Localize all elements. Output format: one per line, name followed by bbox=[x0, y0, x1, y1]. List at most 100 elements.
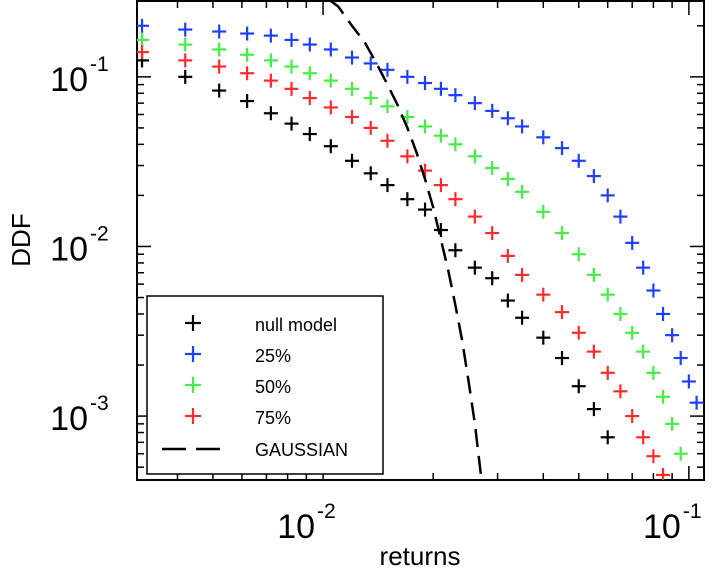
data-point bbox=[345, 50, 360, 65]
data-point bbox=[323, 139, 338, 154]
data-point bbox=[263, 53, 278, 68]
data-point bbox=[178, 69, 193, 84]
legend-label-gaussian: GAUSSIAN bbox=[255, 440, 348, 460]
x-axis-label: returns bbox=[380, 541, 461, 571]
data-point bbox=[656, 306, 671, 321]
data-point bbox=[137, 18, 150, 33]
data-point bbox=[240, 26, 255, 41]
data-point bbox=[625, 409, 640, 424]
data-point bbox=[363, 166, 378, 181]
data-point bbox=[137, 32, 150, 47]
data-point bbox=[284, 116, 299, 131]
data-point bbox=[284, 32, 299, 47]
data-point bbox=[302, 66, 317, 81]
data-point bbox=[600, 430, 615, 445]
legend-markers bbox=[162, 315, 228, 451]
data-point bbox=[433, 128, 448, 143]
data-point bbox=[178, 53, 193, 68]
data-point bbox=[485, 103, 500, 118]
data-point bbox=[600, 188, 615, 203]
data-point bbox=[586, 402, 601, 417]
data-point bbox=[418, 75, 433, 90]
data-point bbox=[302, 91, 317, 106]
plot-frame bbox=[136, 0, 705, 481]
data-point bbox=[515, 184, 530, 199]
data-point bbox=[380, 178, 395, 193]
y-tick-label-exponent: -1 bbox=[90, 53, 109, 76]
data-point bbox=[345, 109, 360, 124]
data-point bbox=[600, 365, 615, 380]
data-point bbox=[571, 247, 586, 262]
data-point bbox=[536, 204, 551, 219]
data-point bbox=[673, 446, 688, 461]
data-point bbox=[467, 260, 482, 275]
data-point bbox=[646, 449, 661, 464]
data-point bbox=[571, 325, 586, 340]
data-point bbox=[448, 137, 463, 152]
data-point bbox=[467, 96, 482, 111]
data-point bbox=[284, 59, 299, 74]
data-point bbox=[240, 94, 255, 109]
data-point bbox=[555, 305, 570, 320]
data-point bbox=[656, 467, 671, 480]
series-2 bbox=[137, 32, 688, 461]
data-point bbox=[418, 119, 433, 134]
data-point bbox=[656, 389, 671, 404]
x-tick-label-base: 10 bbox=[277, 508, 315, 546]
legend-marker bbox=[185, 315, 201, 331]
data-point bbox=[380, 133, 395, 148]
data-point bbox=[418, 202, 433, 217]
data-point bbox=[433, 178, 448, 193]
data-point bbox=[240, 47, 255, 62]
data-point bbox=[433, 81, 448, 96]
data-point bbox=[555, 141, 570, 156]
data-point bbox=[212, 42, 227, 57]
data-point bbox=[345, 153, 360, 168]
data-point bbox=[536, 130, 551, 145]
data-point bbox=[500, 293, 515, 308]
data-point bbox=[673, 351, 688, 366]
y-tick-label-base: 10 bbox=[50, 61, 88, 99]
data-point bbox=[515, 310, 530, 325]
data-point bbox=[284, 81, 299, 96]
data-point bbox=[665, 416, 680, 431]
legend: null model 25% 50% 75% GAUSSIAN bbox=[146, 295, 384, 475]
data-point bbox=[536, 287, 551, 302]
data-point bbox=[263, 73, 278, 88]
data-point bbox=[212, 83, 227, 98]
y-tick-label-base: 10 bbox=[50, 400, 88, 438]
data-point bbox=[689, 395, 704, 410]
data-point bbox=[536, 330, 551, 345]
data-point bbox=[400, 149, 415, 164]
data-point bbox=[212, 24, 227, 39]
data-point bbox=[646, 283, 661, 298]
gaussian-curve bbox=[330, 1, 483, 476]
data-point bbox=[636, 260, 651, 275]
y-tick-label-exponent: -2 bbox=[90, 222, 109, 245]
data-point bbox=[302, 127, 317, 142]
y-tick-label-base: 10 bbox=[50, 230, 88, 268]
data-point bbox=[515, 119, 530, 134]
ticks-layer: 10 -2 10 -110 -310 -210 -1 bbox=[50, 1, 704, 546]
legend-marker bbox=[185, 377, 201, 393]
data-point bbox=[302, 37, 317, 52]
data-layer bbox=[137, 1, 704, 480]
data-point bbox=[485, 161, 500, 176]
data-point bbox=[586, 267, 601, 282]
data-point bbox=[586, 169, 601, 184]
data-point bbox=[323, 100, 338, 115]
data-point bbox=[555, 351, 570, 366]
legend-label-null-model: null model bbox=[255, 315, 337, 335]
data-point bbox=[586, 344, 601, 359]
data-point bbox=[400, 69, 415, 84]
data-point bbox=[636, 430, 651, 445]
data-point bbox=[485, 271, 500, 286]
data-point bbox=[137, 45, 150, 60]
data-point bbox=[448, 243, 463, 258]
data-point bbox=[178, 22, 193, 37]
y-tick-label-exponent: -3 bbox=[90, 392, 109, 415]
data-point bbox=[467, 209, 482, 224]
data-point bbox=[515, 267, 530, 282]
legend-marker bbox=[185, 408, 201, 424]
